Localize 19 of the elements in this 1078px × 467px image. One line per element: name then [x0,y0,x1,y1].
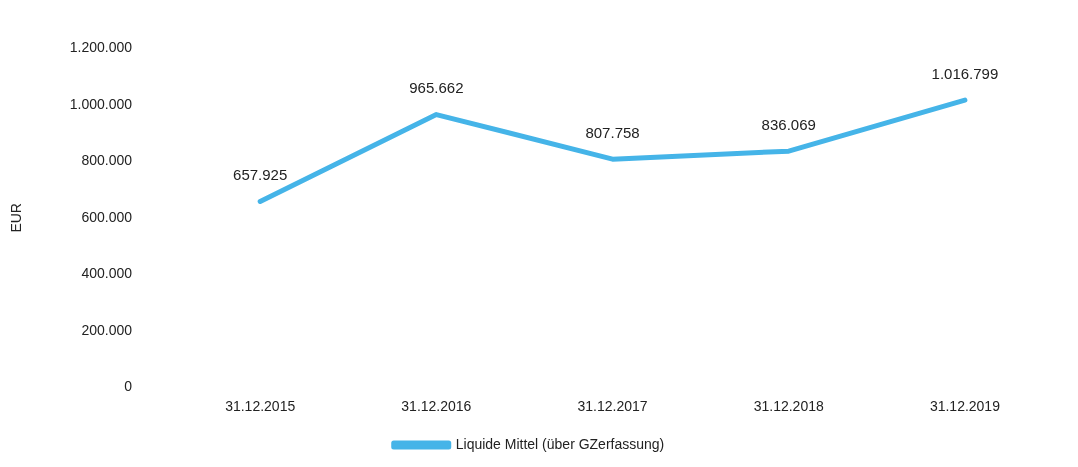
y-tick-label: 800.000 [81,152,133,169]
x-tick-label: 31.12.2018 [753,398,824,415]
y-axis-title: EUR [8,203,25,233]
text: 807.758 [585,123,640,141]
y-tick-label: 400.000 [81,265,133,282]
x-tick-label: 31.12.2016 [401,398,472,415]
text: 836.069 [761,115,816,133]
text: 1.016.799 [931,64,999,82]
y-tick-label: 1.200.000 [69,39,133,56]
text: 657.925 [233,166,288,184]
legend-label: Liquide Mittel (über GZerfassung) [455,435,665,452]
y-tick-label: 600.000 [81,208,133,225]
y-tick-label: 200.000 [81,321,133,338]
x-tick-label: 31.12.2017 [577,398,648,415]
text: 965.662 [409,79,464,97]
x-tick-label: 31.12.2015 [225,398,296,415]
y-tick-label: 0 [124,378,133,395]
y-tick-label: 1.000.000 [69,95,133,112]
x-tick-label: 31.12.2019 [929,398,1001,415]
